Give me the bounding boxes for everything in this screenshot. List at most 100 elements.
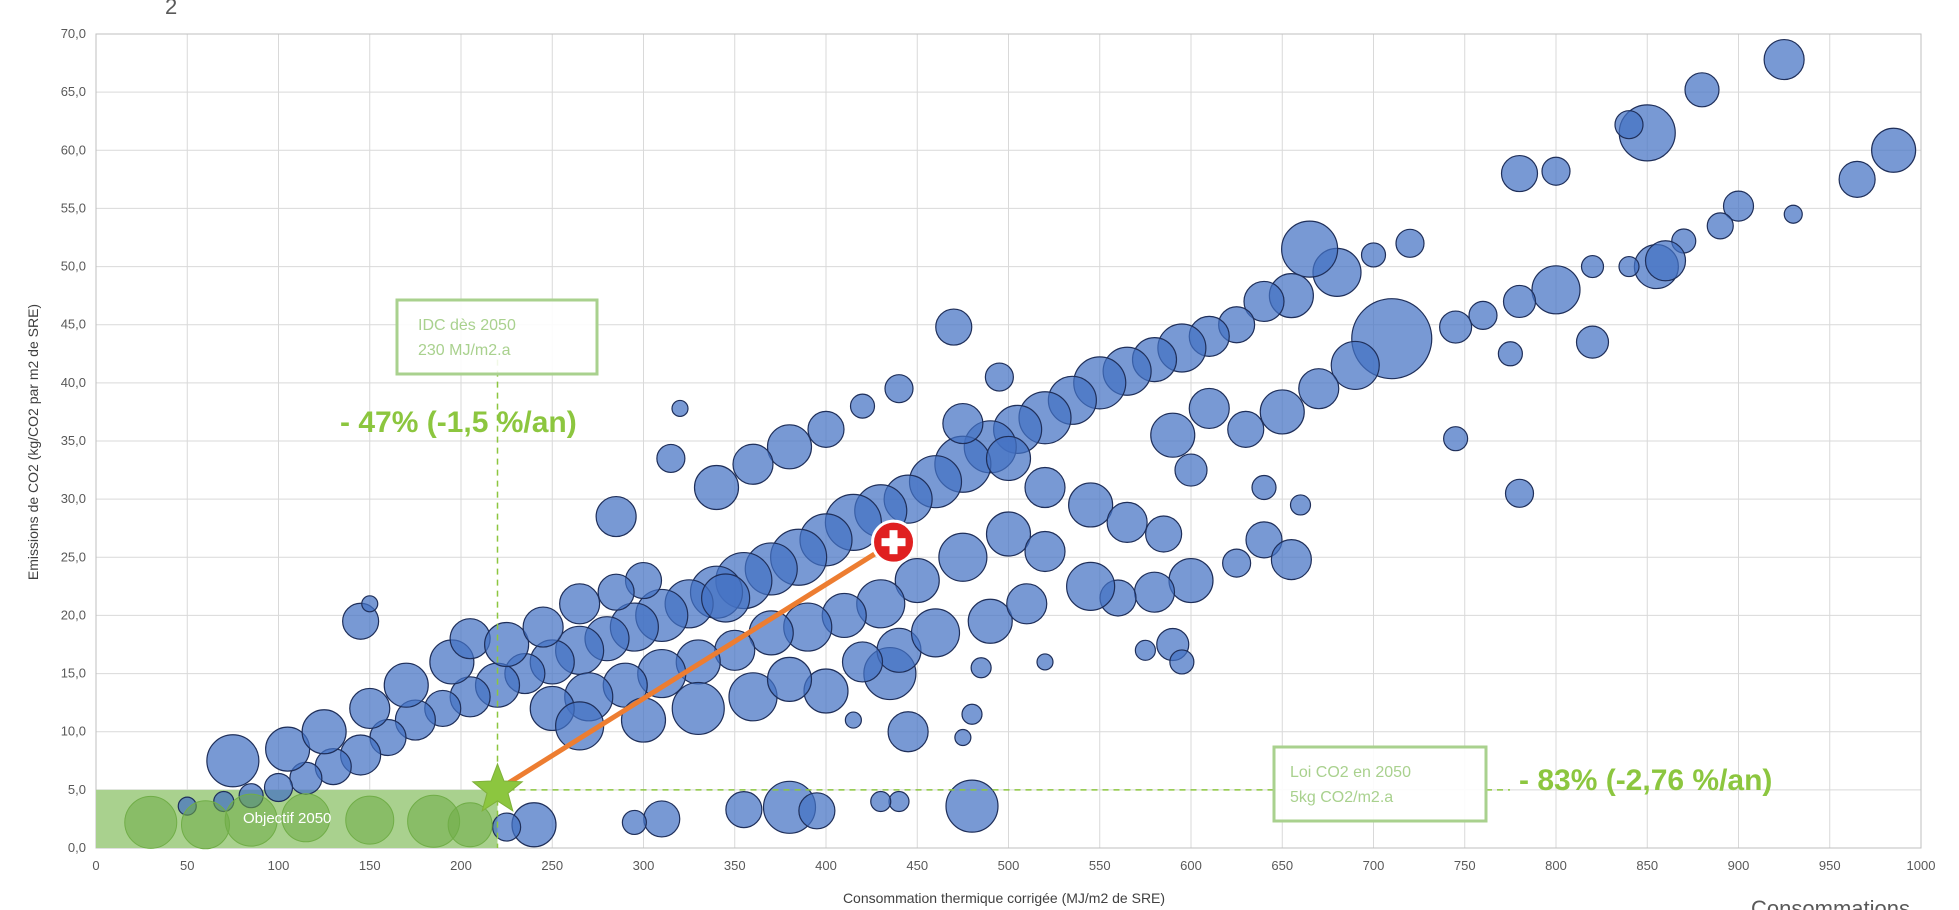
bubble-point — [1706, 212, 1734, 240]
bubble-point — [492, 812, 522, 842]
bubble-point — [970, 657, 992, 679]
x-axis-title: Consommation thermique corrigée (MJ/m2 d… — [843, 890, 1165, 906]
bubble-point — [954, 728, 972, 747]
y-tick-label: 5,0 — [68, 782, 86, 797]
y-tick-label: 70,0 — [61, 26, 86, 41]
idc-box-line2: 230 MJ/m2.a — [418, 342, 511, 359]
bubble-point — [522, 606, 564, 648]
x-tick-label: 750 — [1454, 858, 1476, 873]
bubble-point — [1531, 265, 1581, 315]
x-tick-label: 900 — [1728, 858, 1750, 873]
idc-annotation-box: IDC dès 2050 230 MJ/m2.a — [395, 298, 599, 376]
bubble-point — [361, 595, 379, 613]
bubble-point — [1502, 284, 1537, 319]
bubble-point — [870, 790, 892, 813]
swiss-cross-horizontal — [881, 538, 906, 547]
bubble-point — [1036, 653, 1054, 671]
x-tick-label: 300 — [633, 858, 655, 873]
bubble-point — [263, 772, 294, 803]
bubble-point — [884, 374, 914, 404]
y-tick-label: 0,0 — [68, 840, 86, 855]
bubble-point — [383, 662, 429, 708]
bubble-point — [1783, 204, 1803, 224]
x-tick-label: 350 — [724, 858, 746, 873]
bubble-point — [1174, 453, 1208, 487]
bubble-point — [1330, 340, 1380, 391]
bubble-point — [206, 734, 260, 788]
y-tick-label: 40,0 — [61, 375, 86, 390]
bubble-point — [671, 681, 725, 736]
bubble-point — [1106, 501, 1148, 544]
bubble-point — [1134, 639, 1156, 661]
y-tick-label: 20,0 — [61, 607, 86, 622]
green-bubble-series — [124, 793, 493, 850]
bubble-point — [1066, 561, 1116, 611]
bubble-point — [1169, 649, 1195, 675]
bubble-point — [1468, 300, 1498, 331]
bubble-point — [1575, 325, 1610, 359]
bubble-point — [894, 557, 940, 604]
y-tick-label: 25,0 — [61, 549, 86, 564]
bubble-point — [1133, 571, 1176, 613]
bubble-point — [1243, 280, 1285, 323]
bubble-point — [1838, 160, 1876, 198]
top-fragment-text: 2 — [165, 0, 177, 19]
bubble-point — [1281, 220, 1339, 278]
objectif-label: Objectif 2050 — [243, 810, 331, 827]
green-bubble-point — [345, 795, 395, 845]
bubble-point — [1188, 387, 1230, 430]
x-tick-label: 0 — [92, 858, 99, 873]
y-tick-label: 15,0 — [61, 666, 86, 681]
reduction-47-label: - 47% (-1,5 %/an) — [340, 406, 577, 439]
x-tick-label: 100 — [268, 858, 290, 873]
bubble-point — [620, 697, 667, 743]
trajectory-line — [496, 540, 895, 792]
bubble-point — [732, 443, 774, 485]
bubble-point — [559, 583, 601, 625]
bubble-point — [1541, 156, 1571, 186]
bubble-point — [1500, 154, 1539, 193]
bubble-series — [177, 38, 1917, 848]
x-tick-label: 800 — [1545, 858, 1567, 873]
bubble-point — [1360, 242, 1387, 268]
x-tick-label: 450 — [906, 858, 928, 873]
x-tick-label: 1000 — [1907, 858, 1936, 873]
bubble-point — [693, 464, 740, 511]
bubble-point — [1006, 583, 1048, 625]
bubble-point — [725, 791, 763, 829]
bubble-point — [597, 573, 635, 611]
bubble-point — [1580, 254, 1605, 279]
bubble-point — [301, 709, 347, 755]
bubble-point — [1168, 557, 1214, 604]
bubble-point — [1871, 127, 1917, 173]
bubble-point — [1763, 38, 1805, 81]
co2-annotation-box: Loi CO2 en 2050 5kg CO2/m2.a — [1272, 745, 1488, 823]
idc-box-line1: IDC dès 2050 — [418, 317, 516, 334]
bubble-point — [1270, 539, 1312, 581]
y-tick-label: 55,0 — [61, 200, 86, 215]
green-bubble-point — [281, 793, 331, 843]
plot-area — [95, 33, 1922, 849]
bubble-point — [265, 726, 311, 772]
x-tick-label: 150 — [359, 858, 381, 873]
y-tick-label: 10,0 — [61, 724, 86, 739]
bubble-point — [938, 532, 988, 582]
bubble-point — [844, 711, 862, 729]
bubble-point — [1644, 240, 1687, 282]
bubble-point — [656, 443, 686, 474]
bubble-point — [807, 410, 845, 448]
x-tick-label: 200 — [450, 858, 472, 873]
plot-border — [95, 33, 1922, 849]
bubble-point — [766, 656, 813, 702]
bubble-point — [1024, 530, 1066, 573]
y-axis-title: Emissions de CO2 (kg/CO2 par m2 de SRE) — [25, 304, 41, 580]
green-bubble-point — [447, 802, 493, 848]
bubble-point — [942, 402, 984, 445]
bubble-point — [1251, 474, 1277, 501]
reference-markers — [471, 519, 917, 813]
x-tick-label: 650 — [1271, 858, 1293, 873]
y-tick-label: 60,0 — [61, 142, 86, 157]
x-tick-label: 950 — [1819, 858, 1841, 873]
x-tick-label: 700 — [1363, 858, 1385, 873]
